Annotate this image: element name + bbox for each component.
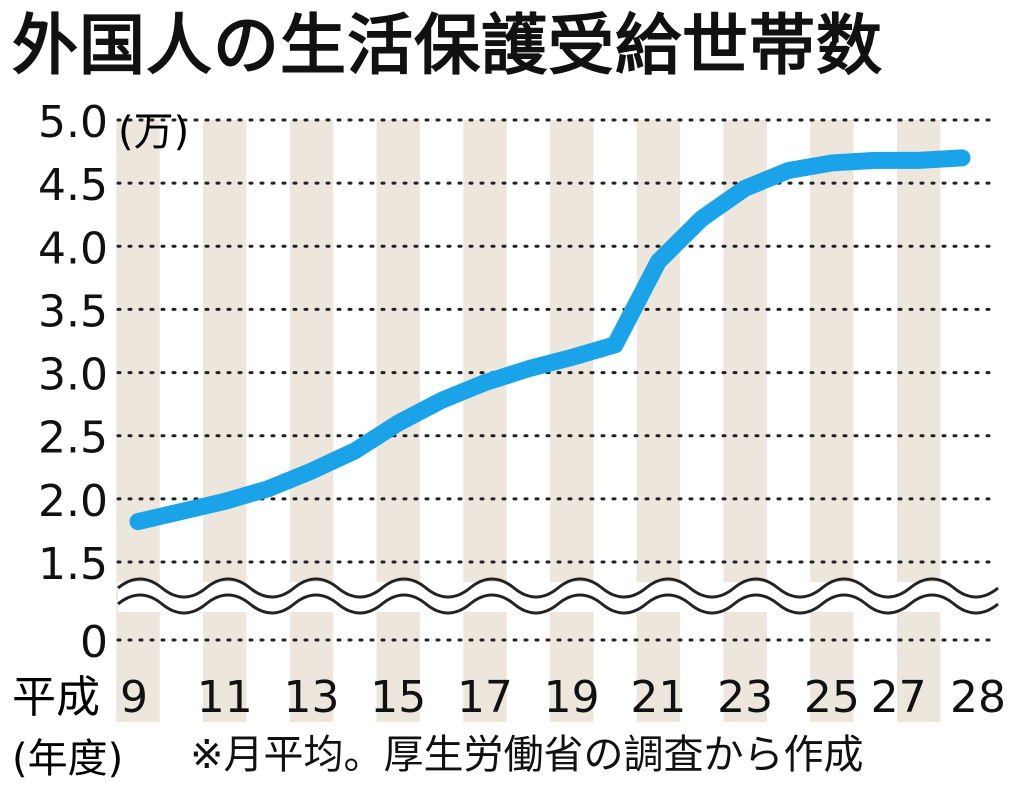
x-tick-labels: 9 11 13 15 17 19 21 23 25 27 28 bbox=[120, 672, 1006, 723]
year-band bbox=[289, 120, 334, 722]
y-tick-label: 4.0 bbox=[38, 223, 108, 274]
x-axis-label: (年度) bbox=[12, 736, 123, 782]
x-tick-label: 11 bbox=[197, 672, 253, 723]
x-tick-label: 17 bbox=[457, 672, 513, 723]
y-tick-label: 3.0 bbox=[38, 350, 108, 401]
x-tick-label: 28 bbox=[950, 672, 1006, 723]
year-band bbox=[116, 120, 160, 722]
x-tick-label: 19 bbox=[544, 672, 600, 723]
source-note: ※月平均。厚生労働省の調査から作成 bbox=[190, 732, 864, 778]
series-lines bbox=[129, 149, 971, 531]
axis-break-wave bbox=[117, 593, 999, 615]
x-tick-label: 27 bbox=[871, 672, 927, 723]
chart-title: 外国人の生活保護受給世帯数 bbox=[12, 7, 883, 84]
y-tick-labels: 5.0 4.5 4.0 3.5 3.0 2.5 2.0 1.5 0 bbox=[38, 97, 108, 668]
x-tick-label: 15 bbox=[370, 672, 426, 723]
year-band bbox=[463, 120, 507, 722]
y-tick-label: 3.5 bbox=[38, 286, 108, 337]
y-tick-label: 2.5 bbox=[38, 413, 108, 464]
x-tick-label: 13 bbox=[283, 672, 339, 723]
y-tick-label: 0 bbox=[80, 617, 108, 668]
year-band bbox=[203, 120, 247, 722]
y-tick-label: 5.0 bbox=[38, 97, 108, 148]
y-tick-label: 1.5 bbox=[38, 539, 108, 590]
year-bands bbox=[116, 120, 941, 722]
year-band bbox=[896, 120, 941, 722]
year-band bbox=[636, 120, 681, 722]
x-tick-label: 21 bbox=[630, 672, 686, 723]
y-tick-label: 4.5 bbox=[38, 160, 108, 211]
year-band bbox=[723, 120, 767, 722]
year-band bbox=[550, 120, 594, 722]
y-unit-label: (万) bbox=[118, 109, 189, 155]
x-tick-label: 23 bbox=[717, 672, 773, 723]
series-line bbox=[129, 149, 971, 531]
year-band bbox=[810, 120, 854, 722]
axis-break bbox=[117, 577, 999, 615]
x-prefix-label: 平成 bbox=[12, 672, 100, 723]
x-tick-label: 25 bbox=[804, 672, 860, 723]
axis-break-wave bbox=[117, 577, 999, 599]
y-tick-label: 2.0 bbox=[38, 476, 108, 527]
x-tick-label: 9 bbox=[120, 672, 148, 723]
